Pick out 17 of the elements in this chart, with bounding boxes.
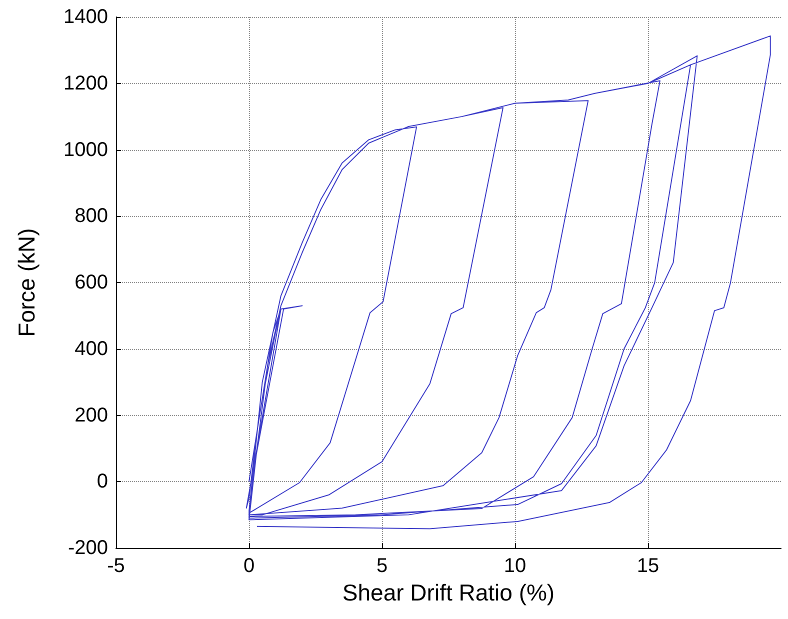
- y-tick-label: 1400: [64, 6, 108, 28]
- x-tick-label: 10: [504, 555, 526, 577]
- y-tick-label: 200: [74, 404, 108, 426]
- x-tick-label: -5: [107, 555, 125, 577]
- y-tick-label: 0: [96, 470, 108, 493]
- x-tick-label: 15: [636, 555, 660, 577]
- y-tick-label: 400: [74, 338, 108, 360]
- y-axis-title: Force (kN): [14, 228, 40, 337]
- x-tick-label: 5: [376, 555, 388, 577]
- y-tick-label: 1200: [64, 72, 108, 94]
- x-axis-title: Shear Drift Ratio (%): [342, 579, 555, 606]
- y-tick-label: 1000: [64, 138, 108, 161]
- y-tick-label: 600: [74, 272, 108, 294]
- y-tick-label: 800: [74, 205, 108, 228]
- x-tick-label: 0: [243, 555, 255, 577]
- y-tick-label: -200: [68, 537, 108, 559]
- line-series: [246, 35, 771, 530]
